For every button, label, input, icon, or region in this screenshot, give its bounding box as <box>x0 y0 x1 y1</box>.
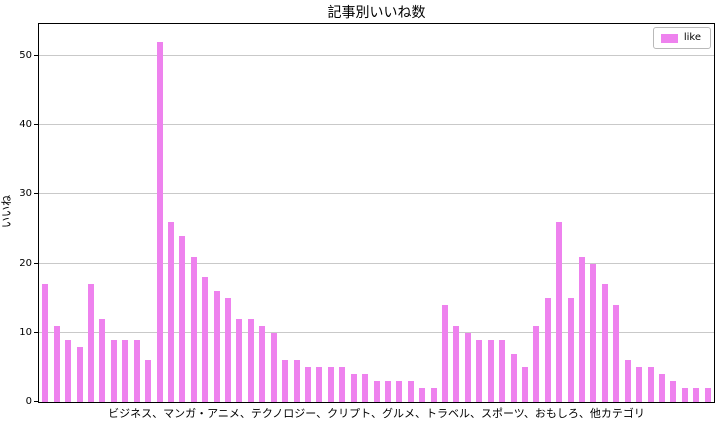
y-tick-label: 20 <box>19 257 32 269</box>
bar <box>202 277 209 402</box>
bar <box>327 367 334 402</box>
bar <box>487 339 494 402</box>
bar <box>613 305 620 402</box>
bar <box>87 284 94 402</box>
bar <box>430 388 437 402</box>
bar <box>384 381 391 402</box>
bar <box>407 381 414 402</box>
y-tick-label: 40 <box>19 119 32 131</box>
y-tick-mark <box>34 124 38 126</box>
bar <box>167 222 174 402</box>
bar <box>350 374 357 402</box>
chart-title: 記事別いいね数 <box>327 5 426 21</box>
bar <box>373 381 380 402</box>
bar <box>544 298 551 402</box>
bar <box>42 284 49 402</box>
bar <box>693 388 700 402</box>
y-tick-label: 0 <box>25 396 32 407</box>
bar <box>659 374 666 402</box>
bar <box>601 284 608 402</box>
bar <box>65 339 72 402</box>
x-axis-label: ビジネス、マンガ・アニメ、テクノロジー、クリプト、グルメ、トラベル、スポーツ、お… <box>108 407 645 420</box>
y-tick-mark <box>34 262 38 264</box>
bar <box>590 263 597 402</box>
gridline <box>39 262 714 264</box>
bar <box>76 346 83 402</box>
y-tick-mark <box>34 401 38 402</box>
bar <box>442 305 449 402</box>
bar <box>453 325 460 402</box>
bar <box>419 388 426 402</box>
y-tick-label: 10 <box>19 326 32 338</box>
bar <box>624 360 631 402</box>
bar <box>110 339 117 402</box>
bar <box>247 318 254 402</box>
bar <box>133 339 140 402</box>
y-axis-label: いいね <box>0 195 13 228</box>
bar <box>53 325 60 402</box>
y-tick-label: 50 <box>19 49 32 61</box>
bar <box>533 325 540 402</box>
bar <box>476 339 483 402</box>
y-tick-mark <box>34 193 38 195</box>
bar <box>179 235 186 402</box>
bar <box>122 339 129 402</box>
bar <box>556 222 563 402</box>
bar <box>704 388 711 402</box>
bar <box>236 318 243 402</box>
bar <box>579 256 586 402</box>
bar <box>213 291 220 402</box>
y-tick-mark <box>34 54 38 56</box>
bar <box>670 381 677 402</box>
gridline <box>39 331 714 333</box>
bar <box>647 367 654 402</box>
bar <box>156 42 163 402</box>
bar <box>293 360 300 402</box>
y-tick-mark <box>34 331 38 333</box>
legend-label: like <box>683 32 701 43</box>
bar <box>304 367 311 402</box>
bar <box>499 339 506 402</box>
legend: like <box>652 27 711 49</box>
gridline <box>39 193 714 195</box>
bar <box>270 332 277 402</box>
bar <box>521 367 528 402</box>
plot-area <box>38 23 715 403</box>
bar <box>681 388 688 402</box>
bar <box>316 367 323 402</box>
bar <box>190 256 197 402</box>
bar <box>339 367 346 402</box>
bar <box>567 298 574 402</box>
bar <box>282 360 289 402</box>
bar <box>396 381 403 402</box>
bar <box>510 353 517 402</box>
bar <box>99 318 106 402</box>
legend-swatch <box>660 33 678 43</box>
gridline <box>39 54 714 56</box>
bar <box>636 367 643 402</box>
y-tick-label: 30 <box>19 188 32 200</box>
bar <box>259 325 266 402</box>
bar <box>362 374 369 402</box>
bar <box>464 332 471 402</box>
bar <box>225 298 232 402</box>
gridline <box>39 124 714 126</box>
bar <box>145 360 152 402</box>
